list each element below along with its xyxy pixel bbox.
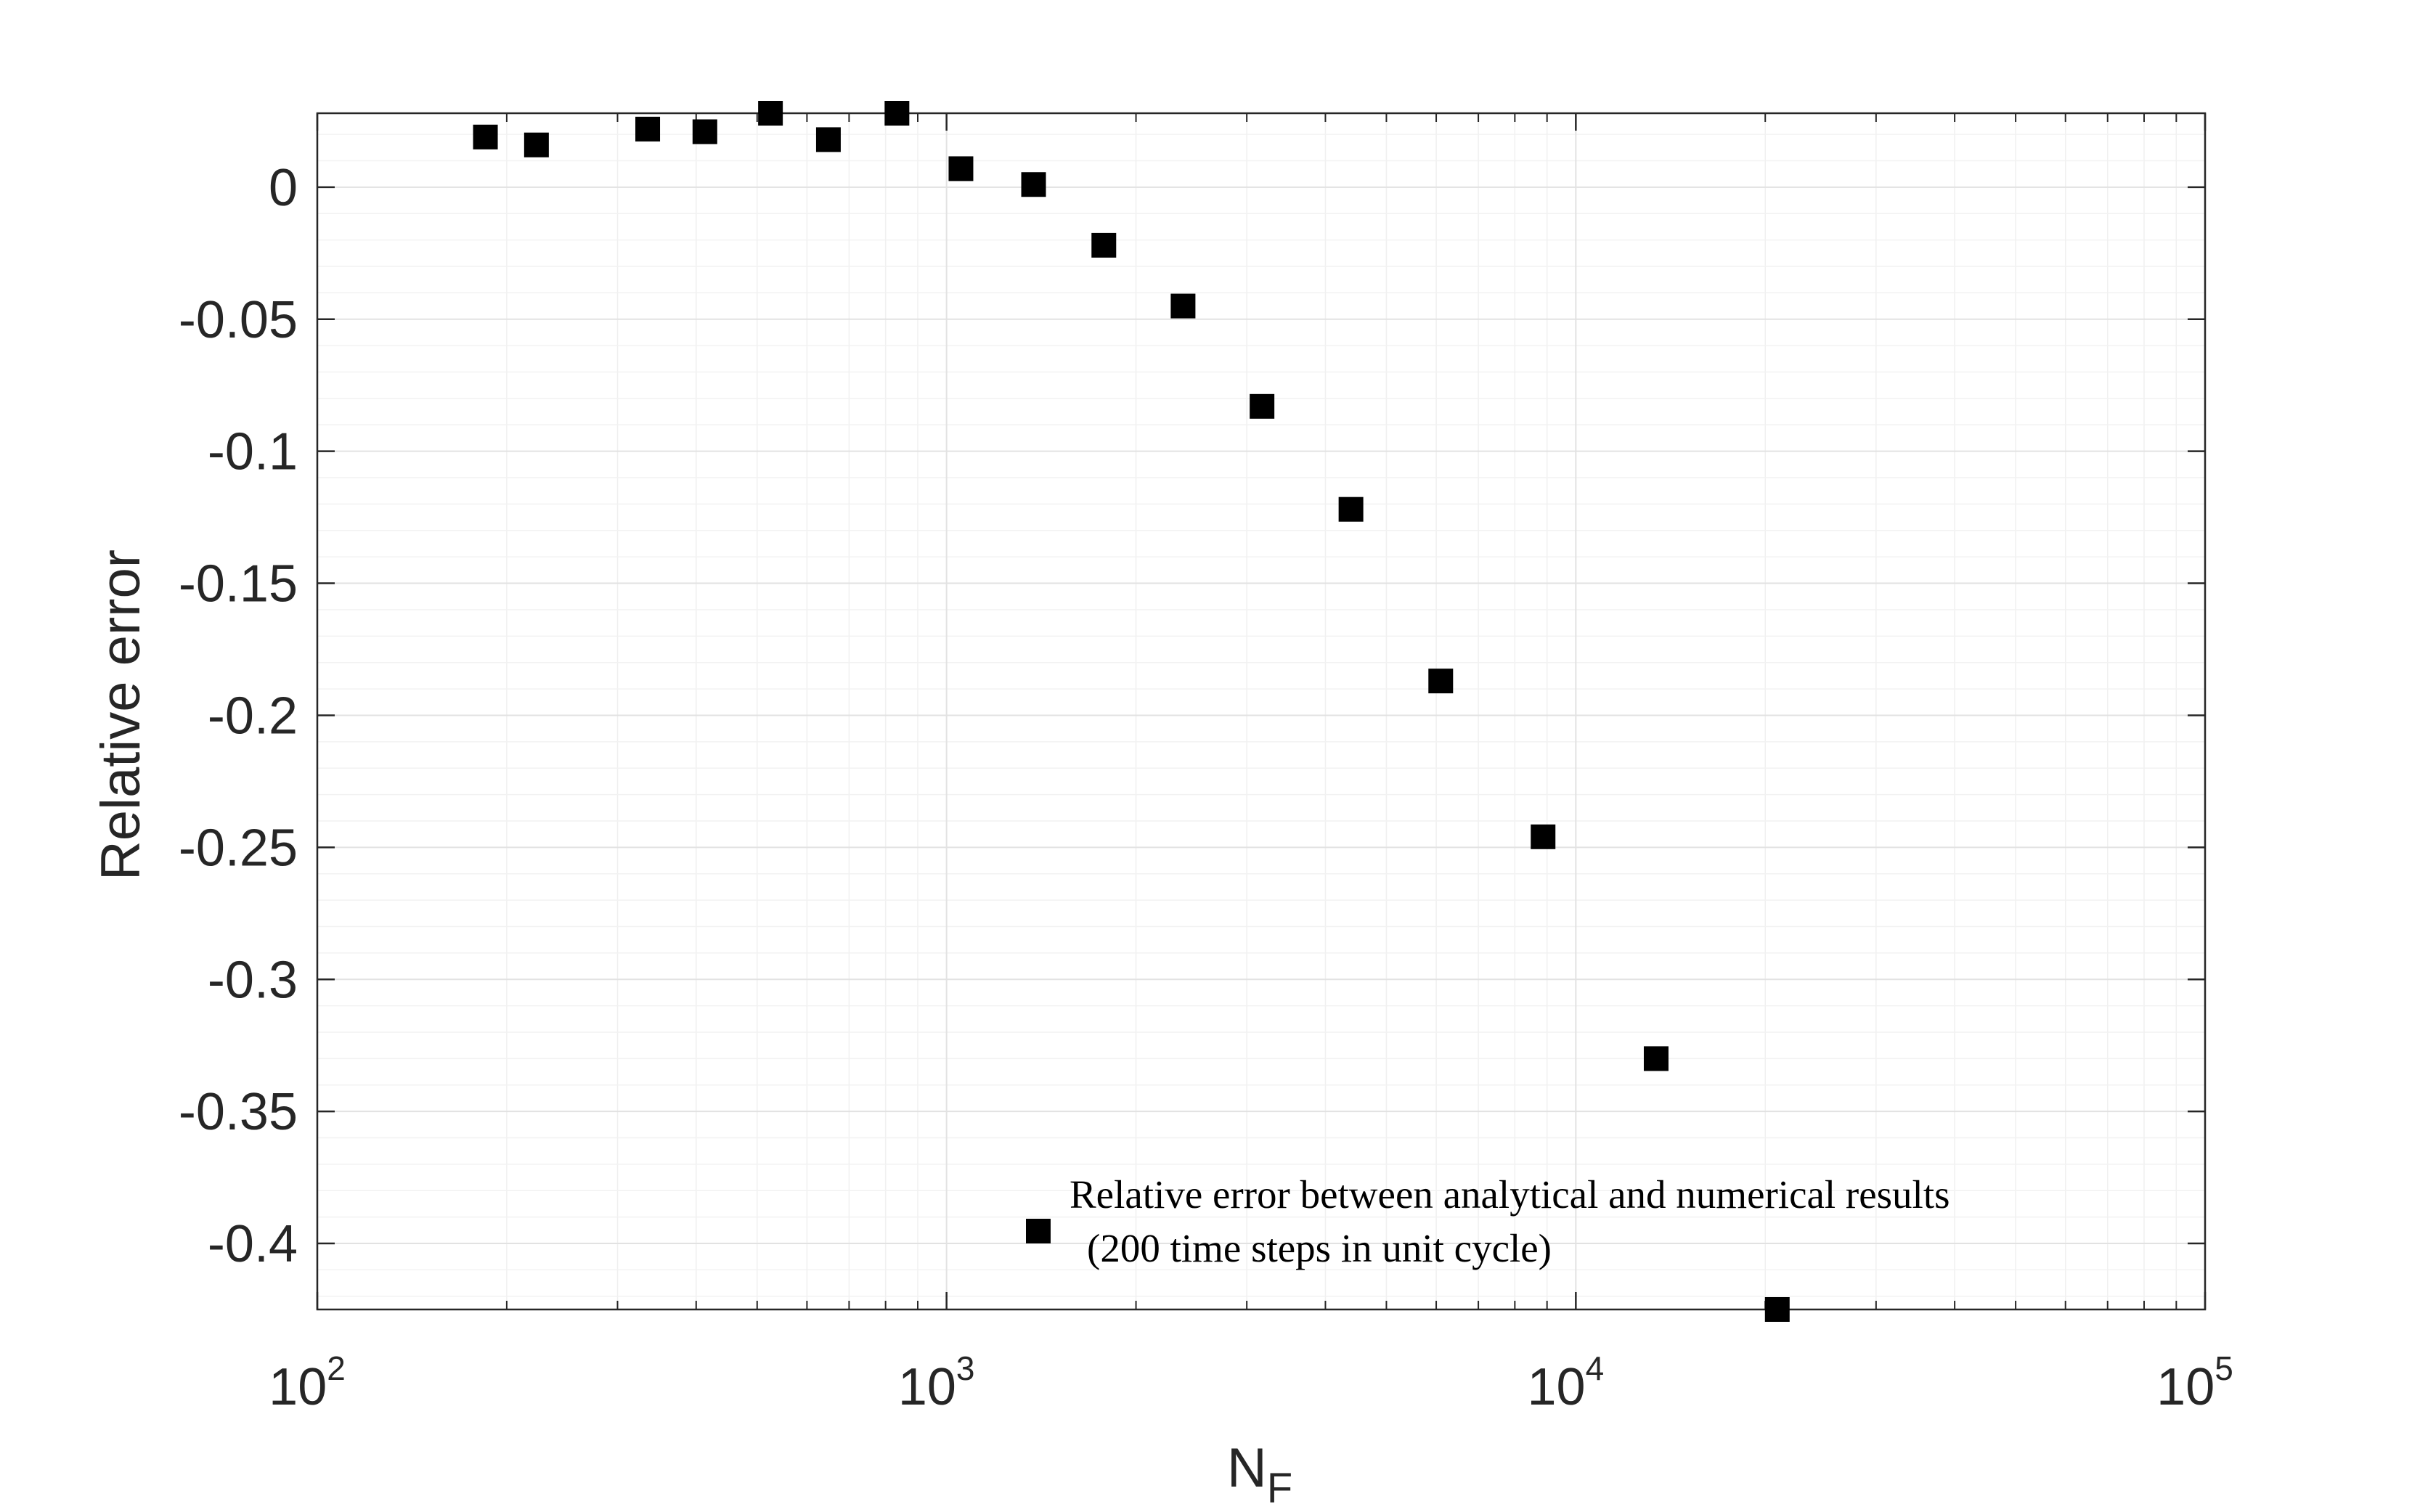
data-point-marker bbox=[1021, 172, 1046, 197]
y-tick-label: -0.25 bbox=[179, 819, 298, 877]
data-point-marker bbox=[1250, 393, 1275, 419]
x-tick-label: 103 bbox=[898, 1349, 975, 1416]
x-tick-labels: 102 103 104 105 bbox=[269, 1349, 2233, 1416]
data-point-marker bbox=[635, 116, 661, 142]
axes-box bbox=[316, 112, 2207, 1311]
x-tick-label-exponent: 4 bbox=[1586, 1349, 1605, 1387]
data-point-marker bbox=[1764, 1297, 1790, 1322]
legend-entry-line-2: (200 time steps in unit cycle) bbox=[1087, 1226, 1552, 1270]
y-tick-label: -0.05 bbox=[179, 291, 298, 349]
x-tick-label-base: 10 bbox=[1527, 1358, 1585, 1416]
x-tick-label-base: 10 bbox=[269, 1358, 327, 1416]
major-grid bbox=[317, 113, 2206, 1309]
axis-ticks bbox=[316, 113, 2207, 1309]
x-tick-label-base: 10 bbox=[2156, 1358, 2215, 1416]
y-tick-label: 0 bbox=[269, 159, 298, 217]
y-tick-labels: 0 -0.05 -0.1 -0.15 -0.2 -0.25 -0.3 -0.35 -0.4 bbox=[179, 159, 298, 1273]
x-tick-label-exponent: 3 bbox=[956, 1349, 975, 1387]
x-tick-label-exponent: 5 bbox=[2215, 1349, 2233, 1387]
data-point-marker bbox=[1531, 824, 1556, 849]
legend-marker bbox=[1026, 1219, 1051, 1243]
y-tick-label: -0.2 bbox=[208, 687, 298, 745]
x-tick-label: 104 bbox=[1527, 1349, 1604, 1416]
plot-area bbox=[316, 101, 2207, 1322]
x-axis-label-subscript: F bbox=[1267, 1465, 1292, 1512]
x-axis-label-main: N bbox=[1227, 1437, 1267, 1499]
plot-background bbox=[317, 113, 2205, 1309]
x-tick-label: 102 bbox=[269, 1349, 346, 1416]
y-tick-label: -0.4 bbox=[208, 1215, 298, 1273]
data-point-marker bbox=[523, 132, 549, 158]
y-axis-label: Relative error bbox=[90, 549, 152, 880]
x-tick-label-base: 10 bbox=[898, 1358, 956, 1416]
x-tick-label: 105 bbox=[2156, 1349, 2233, 1416]
legend: Relative error between analytical and nu… bbox=[1026, 1172, 1950, 1270]
y-tick-label: -0.1 bbox=[208, 423, 298, 481]
y-tick-label: -0.3 bbox=[208, 951, 298, 1009]
x-tick-label-exponent: 2 bbox=[327, 1349, 346, 1387]
data-point-marker bbox=[884, 101, 910, 126]
data-point-marker bbox=[473, 124, 498, 150]
data-point-marker bbox=[692, 119, 717, 144]
data-point-marker bbox=[758, 101, 783, 126]
data-point-marker bbox=[1091, 232, 1117, 258]
y-tick-label: -0.35 bbox=[179, 1083, 298, 1141]
data-point-marker bbox=[815, 127, 841, 152]
x-axis-label: NF bbox=[1227, 1437, 1292, 1512]
data-point-marker bbox=[1643, 1046, 1669, 1071]
data-point-marker bbox=[1338, 496, 1364, 522]
data-markers bbox=[473, 101, 1790, 1322]
data-point-marker bbox=[1428, 669, 1454, 694]
data-point-marker bbox=[948, 156, 974, 181]
y-tick-label: -0.15 bbox=[179, 555, 298, 613]
legend-entry-line-1: Relative error between analytical and nu… bbox=[1070, 1172, 1950, 1217]
data-point-marker bbox=[1170, 293, 1196, 319]
